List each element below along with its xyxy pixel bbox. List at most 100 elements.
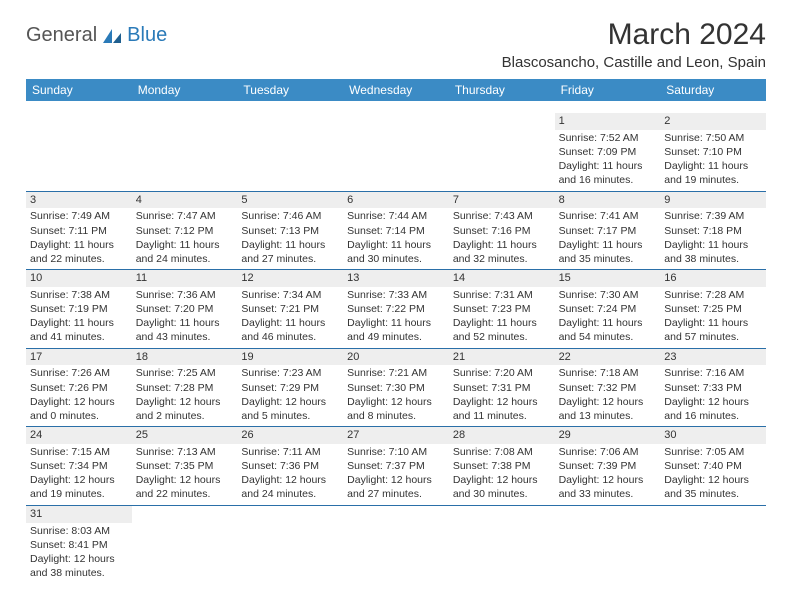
daylight2-text: and 52 minutes.	[453, 330, 551, 344]
date-number: 10	[26, 270, 132, 287]
daylight1-text: Daylight: 11 hours	[347, 238, 445, 252]
empty-date-band	[132, 506, 238, 520]
daylight2-text: and 19 minutes.	[30, 487, 128, 501]
sunrise-text: Sunrise: 7:36 AM	[136, 288, 234, 302]
empty-date-band	[555, 506, 661, 520]
date-number: 8	[555, 192, 661, 209]
daylight1-text: Daylight: 11 hours	[559, 238, 657, 252]
sunset-text: Sunset: 7:26 PM	[30, 381, 128, 395]
daylight1-text: Daylight: 12 hours	[30, 395, 128, 409]
daylight2-text: and 30 minutes.	[347, 252, 445, 266]
sunset-text: Sunset: 7:20 PM	[136, 302, 234, 316]
empty-date-band	[132, 113, 238, 129]
date-number: 24	[26, 427, 132, 444]
date-number: 16	[660, 270, 766, 287]
logo-sail-icon	[101, 27, 123, 45]
date-number: 6	[343, 192, 449, 209]
empty-date-band	[26, 113, 132, 129]
date-number: 13	[343, 270, 449, 287]
daylight2-text: and 24 minutes.	[241, 487, 339, 501]
date-number: 19	[237, 349, 343, 366]
header: General Blue March 2024 Blascosancho, Ca…	[26, 18, 766, 71]
day-cell	[449, 113, 555, 191]
date-number: 1	[555, 113, 661, 130]
daylight2-text: and 43 minutes.	[136, 330, 234, 344]
date-number: 21	[449, 349, 555, 366]
date-number: 29	[555, 427, 661, 444]
day-body: Sunrise: 7:23 AMSunset: 7:29 PMDaylight:…	[237, 365, 343, 426]
day-cell	[343, 113, 449, 191]
day-cell: 17Sunrise: 7:26 AMSunset: 7:26 PMDayligh…	[26, 349, 132, 427]
sunrise-text: Sunrise: 7:16 AM	[664, 366, 762, 380]
daylight1-text: Daylight: 11 hours	[136, 238, 234, 252]
daylight1-text: Daylight: 12 hours	[30, 552, 128, 566]
sunset-text: Sunset: 7:30 PM	[347, 381, 445, 395]
daylight1-text: Daylight: 12 hours	[559, 473, 657, 487]
date-number: 18	[132, 349, 238, 366]
sunrise-text: Sunrise: 7:18 AM	[559, 366, 657, 380]
daylight2-text: and 35 minutes.	[559, 252, 657, 266]
day-cell: 13Sunrise: 7:33 AMSunset: 7:22 PMDayligh…	[343, 270, 449, 348]
day-cell	[132, 113, 238, 191]
day-body: Sunrise: 7:26 AMSunset: 7:26 PMDaylight:…	[26, 365, 132, 426]
daylight1-text: Daylight: 11 hours	[347, 316, 445, 330]
sunrise-text: Sunrise: 7:26 AM	[30, 366, 128, 380]
sunrise-text: Sunrise: 7:46 AM	[241, 209, 339, 223]
daylight2-text: and 38 minutes.	[30, 566, 128, 580]
day-body-empty	[237, 520, 343, 576]
day-cell: 12Sunrise: 7:34 AMSunset: 7:21 PMDayligh…	[237, 270, 343, 348]
sunrise-text: Sunrise: 7:21 AM	[347, 366, 445, 380]
daylight2-text: and 2 minutes.	[136, 409, 234, 423]
day-body-empty	[449, 129, 555, 185]
sunset-text: Sunset: 7:11 PM	[30, 224, 128, 238]
daylight1-text: Daylight: 12 hours	[30, 473, 128, 487]
sunset-text: Sunset: 7:17 PM	[559, 224, 657, 238]
day-cell: 23Sunrise: 7:16 AMSunset: 7:33 PMDayligh…	[660, 349, 766, 427]
date-number: 30	[660, 427, 766, 444]
daylight2-text: and 16 minutes.	[664, 409, 762, 423]
day-body-empty	[343, 129, 449, 185]
daylight1-text: Daylight: 12 hours	[136, 473, 234, 487]
day-body-empty	[132, 129, 238, 185]
day-cell: 3Sunrise: 7:49 AMSunset: 7:11 PMDaylight…	[26, 192, 132, 270]
daylight2-text: and 27 minutes.	[241, 252, 339, 266]
date-number: 14	[449, 270, 555, 287]
day-cell: 19Sunrise: 7:23 AMSunset: 7:29 PMDayligh…	[237, 349, 343, 427]
date-number: 20	[343, 349, 449, 366]
day-cell: 26Sunrise: 7:11 AMSunset: 7:36 PMDayligh…	[237, 427, 343, 505]
sunset-text: Sunset: 7:35 PM	[136, 459, 234, 473]
day-body: Sunrise: 7:31 AMSunset: 7:23 PMDaylight:…	[449, 287, 555, 348]
sunset-text: Sunset: 7:36 PM	[241, 459, 339, 473]
daylight1-text: Daylight: 12 hours	[453, 395, 551, 409]
sunrise-text: Sunrise: 7:44 AM	[347, 209, 445, 223]
date-number: 22	[555, 349, 661, 366]
blank-row	[26, 101, 766, 113]
date-number: 26	[237, 427, 343, 444]
daylight2-text: and 0 minutes.	[30, 409, 128, 423]
daylight1-text: Daylight: 11 hours	[559, 159, 657, 173]
day-cell: 14Sunrise: 7:31 AMSunset: 7:23 PMDayligh…	[449, 270, 555, 348]
date-number: 2	[660, 113, 766, 130]
sunrise-text: Sunrise: 7:28 AM	[664, 288, 762, 302]
daylight1-text: Daylight: 12 hours	[664, 473, 762, 487]
day-header: Friday	[555, 79, 661, 101]
day-cell: 8Sunrise: 7:41 AMSunset: 7:17 PMDaylight…	[555, 192, 661, 270]
day-body: Sunrise: 8:03 AMSunset: 8:41 PMDaylight:…	[26, 523, 132, 584]
day-header: Wednesday	[343, 79, 449, 101]
empty-date-band	[343, 113, 449, 129]
sunset-text: Sunset: 7:29 PM	[241, 381, 339, 395]
day-body: Sunrise: 7:46 AMSunset: 7:13 PMDaylight:…	[237, 208, 343, 269]
daylight2-text: and 16 minutes.	[559, 173, 657, 187]
day-body: Sunrise: 7:30 AMSunset: 7:24 PMDaylight:…	[555, 287, 661, 348]
day-body-empty	[237, 129, 343, 185]
sunset-text: Sunset: 7:25 PM	[664, 302, 762, 316]
empty-date-band	[343, 506, 449, 520]
day-body: Sunrise: 7:47 AMSunset: 7:12 PMDaylight:…	[132, 208, 238, 269]
date-number: 11	[132, 270, 238, 287]
sunrise-text: Sunrise: 7:05 AM	[664, 445, 762, 459]
day-cell	[237, 506, 343, 584]
day-cell: 18Sunrise: 7:25 AMSunset: 7:28 PMDayligh…	[132, 349, 238, 427]
day-header: Monday	[132, 79, 238, 101]
sunset-text: Sunset: 7:24 PM	[559, 302, 657, 316]
sunset-text: Sunset: 7:28 PM	[136, 381, 234, 395]
